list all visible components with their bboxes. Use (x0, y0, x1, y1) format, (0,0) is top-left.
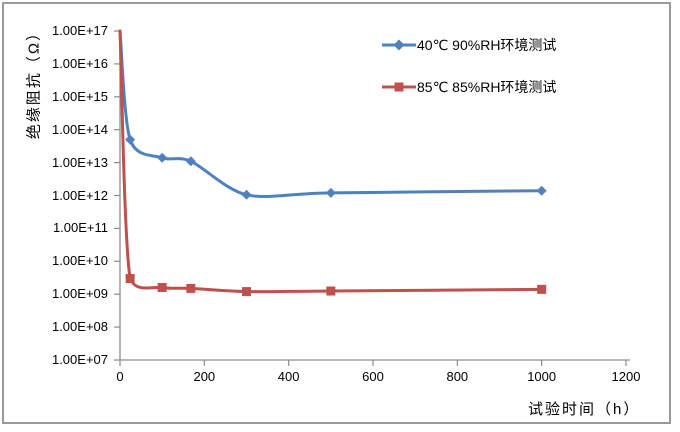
x-axis-title: 试验时间（h） (528, 401, 641, 418)
y-axis-title: 绝缘阻抗（Ω） (25, 23, 43, 140)
y-tick-label: 1.00E+07 (51, 352, 108, 367)
x-tick-label: 600 (362, 369, 384, 384)
marker-square (326, 286, 336, 296)
marker-diamond (185, 156, 196, 167)
legend-line-diamond-icon (382, 39, 416, 51)
marker-diamond (157, 152, 168, 163)
legend-label-85c-85rh: 85℃ 85%RH环境测试 (417, 79, 557, 95)
y-tick-label: 1.00E+17 (51, 23, 108, 38)
marker-square (186, 283, 196, 293)
y-tick-label: 1.00E+15 (51, 88, 108, 104)
marker-square (537, 284, 547, 294)
y-tick-label: 1.00E+14 (51, 121, 108, 137)
y-tick-label: 1.00E+09 (51, 286, 108, 302)
marker-square (125, 274, 135, 284)
marker-diamond (536, 185, 547, 196)
marker-square (242, 287, 251, 297)
marker-diamond (241, 189, 252, 200)
x-tick-label: 800 (446, 369, 469, 384)
x-tick-label: 1200 (611, 369, 641, 384)
y-tick-label: 1.00E+16 (51, 55, 108, 71)
legend-line-square-icon (382, 82, 416, 92)
x-tick-label: 0 (116, 369, 124, 384)
y-tick-label: 1.00E+11 (52, 220, 108, 236)
y-tick-label: 1.00E+08 (51, 319, 108, 335)
y-tick-label: 1.00E+12 (51, 187, 108, 203)
chart-border (2, 2, 671, 424)
legend-item-40c-90rh: 40℃ 90%RH环境测试 (382, 37, 556, 53)
legend-item-85c-85rh: 85℃ 85%RH环境测试 (382, 79, 556, 95)
x-tick-label: 1000 (527, 369, 557, 384)
series-line-1 (118, 29, 544, 294)
marker-square (157, 282, 167, 292)
y-tick-label: 1.00E+10 (51, 253, 108, 269)
marker-diamond (325, 187, 336, 198)
series-line-0 (118, 29, 544, 198)
marker-diamond (125, 134, 136, 145)
y-tick-label: 1.00E+13 (51, 154, 108, 170)
legend-label-40c-90rh: 40℃ 90%RH环境测试 (417, 37, 557, 53)
x-tick-label: 400 (277, 369, 300, 384)
x-tick-label: 200 (193, 369, 216, 384)
